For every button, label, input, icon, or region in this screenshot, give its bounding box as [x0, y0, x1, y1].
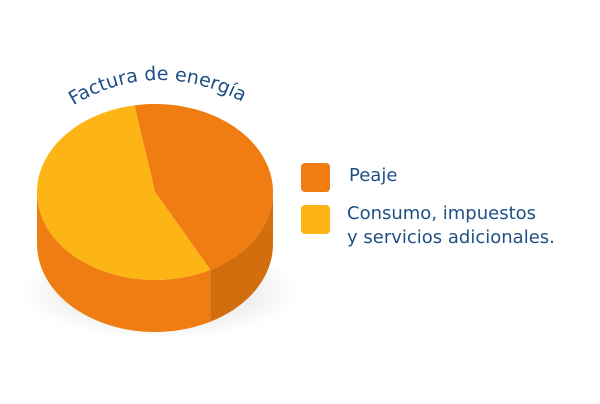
- legend-label: Peaje: [349, 165, 398, 186]
- slice: [134, 104, 273, 270]
- slice-side: [37, 192, 211, 332]
- legend-label: Consumo, impuestos y servicios adicional…: [347, 203, 555, 248]
- chart-title-text: Factura de energía: [65, 63, 250, 110]
- legend-swatch: [301, 163, 330, 192]
- slice: [37, 105, 211, 280]
- legend-swatch: [301, 205, 330, 234]
- slice-side: [210, 192, 273, 322]
- chart-title: Factura de energía: [65, 63, 250, 110]
